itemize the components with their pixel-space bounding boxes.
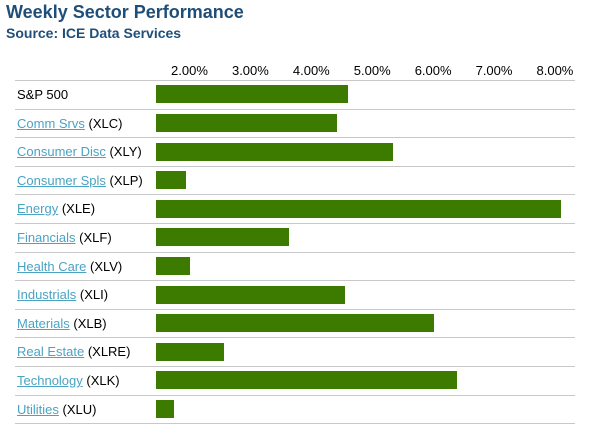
x-tick-label: 2.00% bbox=[171, 63, 208, 78]
category-label: Utilities (XLU) bbox=[17, 396, 96, 424]
bar bbox=[156, 113, 337, 132]
ticker-label: (XLRE) bbox=[84, 344, 131, 360]
ticker-label: (XLC) bbox=[84, 115, 123, 131]
chart-subtitle: Source: ICE Data Services bbox=[6, 25, 182, 41]
bar bbox=[156, 85, 349, 104]
sector-link[interactable]: Comm Srvs bbox=[17, 115, 85, 131]
category-label: Financials (XLF) bbox=[17, 224, 112, 252]
ticker-label: (XLE) bbox=[58, 201, 96, 217]
category-label: Industrials (XLI) bbox=[17, 281, 108, 309]
row-divider bbox=[15, 137, 575, 139]
sector-link[interactable]: Real Estate bbox=[17, 344, 85, 360]
category-label: Technology (XLK) bbox=[17, 367, 120, 395]
row-divider bbox=[15, 308, 575, 310]
row-divider bbox=[15, 223, 575, 224]
sector-link[interactable]: Energy bbox=[17, 201, 59, 217]
ticker-label: (XLK) bbox=[82, 373, 120, 388]
category-label: Health Care (XLV) bbox=[17, 253, 122, 281]
row-divider bbox=[15, 108, 575, 110]
sector-link[interactable]: Financials bbox=[17, 230, 76, 245]
category-label: Consumer Disc (XLY) bbox=[17, 138, 142, 166]
ticker-label: (XLB) bbox=[69, 315, 107, 331]
x-tick-label: 8.00% bbox=[536, 63, 574, 78]
x-tick-label: 7.00% bbox=[475, 63, 513, 78]
bar bbox=[156, 371, 458, 390]
row-divider bbox=[15, 394, 575, 396]
bar bbox=[156, 256, 191, 275]
ticker-label: (XLU) bbox=[58, 401, 97, 417]
sector-link[interactable]: Materials bbox=[17, 315, 70, 331]
bar bbox=[156, 342, 224, 361]
sector-link[interactable]: Consumer Spls bbox=[17, 172, 106, 188]
sector-link[interactable]: Technology bbox=[17, 373, 83, 388]
sector-link[interactable]: Health Care bbox=[17, 258, 87, 274]
bar bbox=[156, 314, 435, 333]
chart-title: Weekly Sector Performance bbox=[6, 2, 244, 22]
sector-link[interactable]: Consumer Disc bbox=[17, 144, 106, 160]
category-label: Energy (XLE) bbox=[17, 195, 95, 223]
ticker-label: (XLI) bbox=[76, 287, 109, 303]
category-label: Real Estate (XLRE) bbox=[17, 338, 130, 366]
bar bbox=[156, 142, 393, 161]
row-divider bbox=[15, 251, 575, 253]
bar bbox=[156, 171, 186, 190]
x-tick-label: 3.00% bbox=[231, 63, 269, 78]
category-label: Consumer Spls (XLP) bbox=[17, 167, 143, 195]
x-tick-label: 5.00% bbox=[353, 63, 391, 78]
row-divider bbox=[15, 165, 575, 167]
bar bbox=[156, 228, 290, 247]
bar bbox=[156, 285, 345, 304]
row-divider bbox=[15, 366, 575, 367]
ticker-label: (XLF) bbox=[75, 230, 112, 245]
category-label: Comm Srvs (XLC) bbox=[17, 110, 122, 138]
row-divider bbox=[15, 337, 575, 339]
row-divider bbox=[15, 80, 575, 81]
sector-link[interactable]: Industrials bbox=[17, 287, 77, 303]
ticker-label: (XLP) bbox=[105, 172, 143, 188]
index-label: S&P 500 bbox=[17, 87, 69, 102]
category-label: S&P 500 bbox=[17, 81, 68, 109]
category-label: Materials (XLB) bbox=[17, 310, 107, 338]
row-divider bbox=[15, 194, 575, 196]
row-divider bbox=[15, 280, 575, 282]
bar bbox=[156, 199, 562, 218]
ticker-label: (XLY) bbox=[105, 144, 142, 160]
x-tick-label: 4.00% bbox=[292, 63, 330, 78]
ticker-label: (XLV) bbox=[86, 258, 123, 274]
bar bbox=[156, 399, 175, 418]
sector-link[interactable]: Utilities bbox=[17, 401, 59, 417]
x-tick-label: 6.00% bbox=[414, 63, 452, 78]
row-divider bbox=[15, 423, 575, 425]
